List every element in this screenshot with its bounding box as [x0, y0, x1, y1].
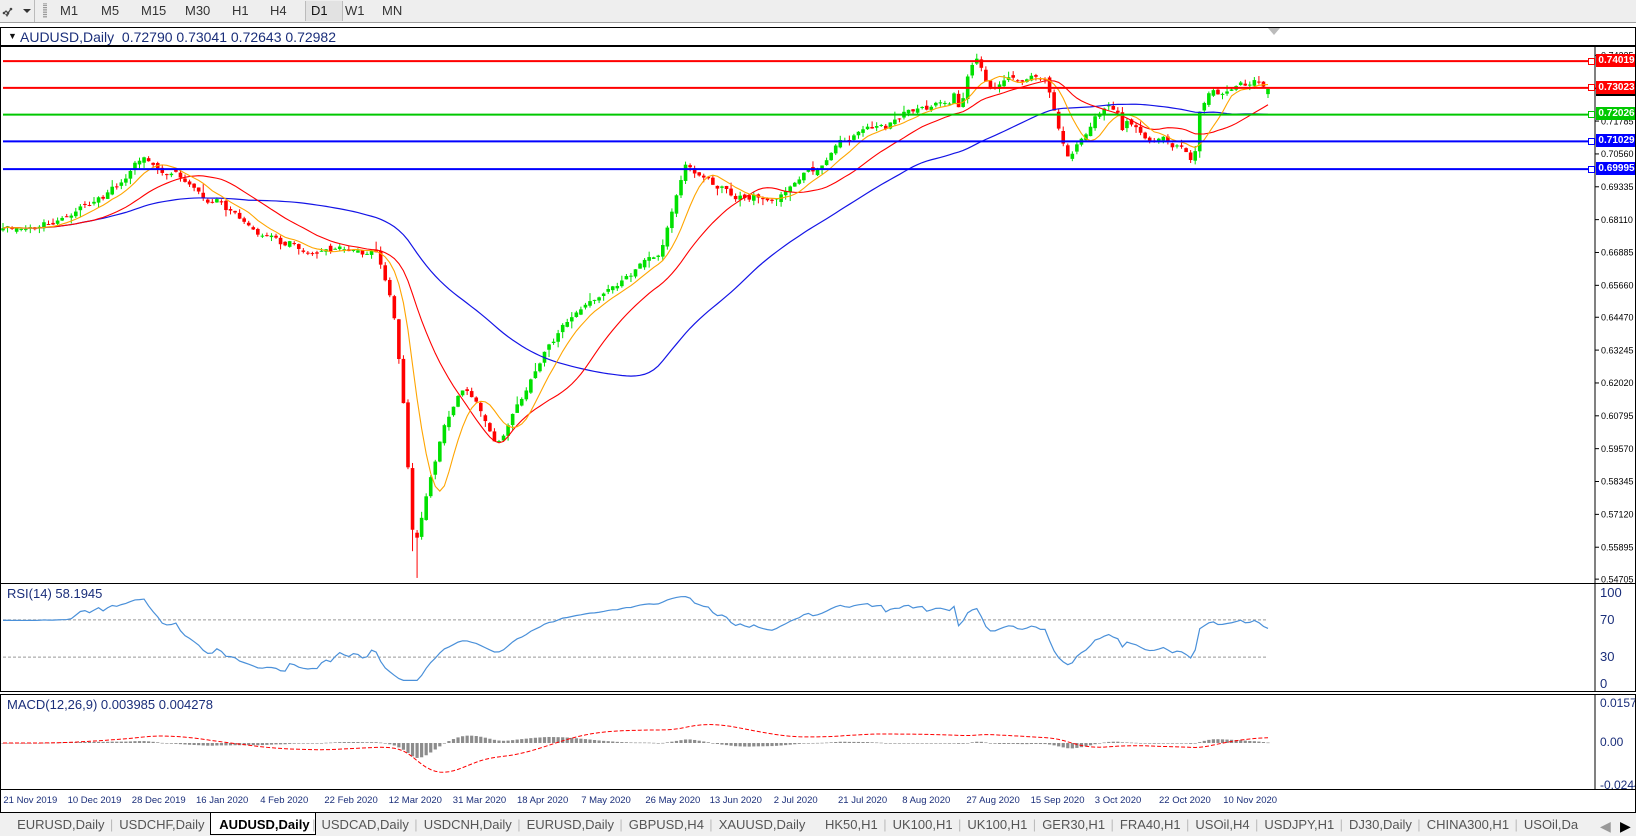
svg-text:0.55895: 0.55895: [1601, 542, 1634, 552]
svg-text:0.66885: 0.66885: [1601, 248, 1634, 258]
svg-text:0.63245: 0.63245: [1601, 345, 1634, 355]
svg-text:0.69335: 0.69335: [1601, 182, 1634, 192]
svg-text:0.58345: 0.58345: [1601, 477, 1634, 487]
svg-text:0.64470: 0.64470: [1601, 312, 1634, 322]
svg-text:0.57120: 0.57120: [1601, 510, 1634, 520]
svg-text:0.68110: 0.68110: [1601, 215, 1633, 225]
svg-text:0.62020: 0.62020: [1601, 378, 1634, 388]
svg-text:0.65660: 0.65660: [1601, 281, 1634, 291]
svg-text:0.59570: 0.59570: [1601, 444, 1634, 454]
svg-text:0.70560: 0.70560: [1601, 149, 1634, 159]
svg-text:0.60795: 0.60795: [1601, 411, 1634, 421]
